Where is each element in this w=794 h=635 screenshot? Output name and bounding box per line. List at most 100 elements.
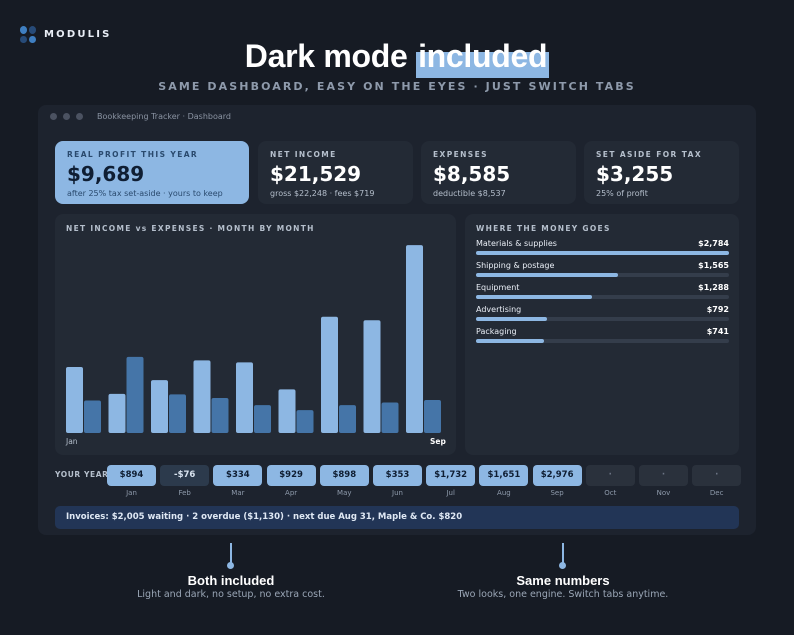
card-expenses[interactable]: EXPENSES $8,585 deductible $8,537	[421, 141, 576, 204]
chart-bar-may-s1[interactable]	[236, 362, 253, 433]
month-pill-aug[interactable]: $1,651	[479, 465, 529, 486]
card-label: REAL PROFIT THIS YEAR	[67, 150, 199, 159]
callout-title: Both included	[187, 573, 275, 588]
chart-bar-feb-s1[interactable]	[108, 393, 126, 433]
headline: Dark mode included	[0, 38, 794, 78]
card-value: $8,585	[433, 162, 511, 186]
window-minimize-dot[interactable]	[63, 112, 70, 120]
chart-bar-mar-s2[interactable]	[169, 394, 186, 433]
chart-bar-jul-s2[interactable]	[339, 405, 356, 433]
chart-bar-aug-s2[interactable]	[381, 402, 399, 433]
month-label: Jul	[446, 489, 455, 497]
month-label: Oct	[604, 489, 617, 497]
month-label: Apr	[285, 489, 298, 497]
window-zoom-dot[interactable]	[76, 112, 83, 120]
callout-connector	[230, 543, 232, 565]
chart-axis-end-label: Sep	[430, 437, 446, 446]
month-label: May	[337, 489, 352, 497]
category-bar-track	[476, 295, 729, 299]
logo-mark-icon	[20, 26, 37, 43]
card-label: EXPENSES	[433, 150, 488, 159]
logo-dot	[20, 35, 27, 43]
month-label: Sep	[550, 489, 564, 497]
chart-bar-aug-s1[interactable]	[363, 320, 381, 433]
chart-bar-sep-s2[interactable]	[424, 399, 441, 433]
callout-dot	[227, 562, 234, 569]
category-value: $1,565	[698, 261, 729, 270]
chart-bar-jul-s1[interactable]	[321, 316, 338, 433]
category-bar-fill	[476, 295, 593, 299]
month-label: Aug	[497, 489, 511, 497]
category-row[interactable]: Packaging $741	[476, 327, 729, 349]
card-sub: gross $22,248 · fees $719	[270, 189, 375, 198]
category-value: $1,288	[698, 283, 729, 292]
category-row[interactable]: Materials & supplies $2,784	[476, 239, 729, 261]
category-value: $2,784	[698, 239, 729, 248]
logo-dot	[29, 35, 36, 43]
card-tax-set-aside[interactable]: SET ASIDE FOR TAX $3,255 25% of profit	[584, 141, 739, 204]
category-row[interactable]: Advertising $792	[476, 305, 729, 327]
callout-title: Same numbers	[516, 573, 610, 588]
card-value: $21,529	[270, 162, 362, 186]
month-pill-sep[interactable]: $2,976	[532, 465, 582, 486]
card-sub: deductible $8,537	[433, 189, 506, 198]
month-label: Jan	[126, 489, 137, 497]
chart-bar-jan-s1[interactable]	[66, 366, 83, 433]
card-label: NET INCOME	[270, 150, 337, 159]
month-pill-mar[interactable]: $334	[213, 465, 263, 486]
month-label: Feb	[178, 489, 191, 497]
category-value: $792	[706, 305, 729, 314]
window-close-dot[interactable]	[50, 112, 57, 120]
callout-text: Two looks, one engine. Switch tabs anyti…	[457, 589, 669, 600]
chart-bar-jun-s1[interactable]	[278, 389, 296, 433]
window-titlebar: Bookkeeping Tracker · Dashboard	[38, 105, 756, 127]
invoice-banner[interactable]: Invoices: $2,005 waiting · 2 overdue ($1…	[55, 506, 739, 529]
month-pill-may[interactable]: $898	[319, 465, 369, 486]
chart-bar-apr-s1[interactable]	[193, 360, 211, 433]
callout-text: Light and dark, no setup, no extra cost.	[137, 589, 325, 600]
month-pill-apr[interactable]: $929	[266, 465, 316, 486]
chart-axis-start-label: Jan	[66, 437, 78, 446]
month-pill-feb[interactable]: -$76	[160, 465, 210, 486]
category-name: Shipping & postage	[476, 261, 555, 270]
logo-dot	[29, 26, 36, 34]
category-name: Packaging	[476, 327, 517, 336]
category-bar-track	[476, 317, 729, 321]
card-net-income[interactable]: NET INCOME $21,529 gross $22,248 · fees …	[258, 141, 413, 204]
headline-text: Dark mode	[244, 38, 417, 74]
category-bar-fill	[476, 317, 547, 321]
callout-connector	[562, 543, 564, 565]
headline-highlight: included	[416, 38, 550, 78]
category-bar-track	[476, 251, 729, 255]
chart-bar-jan-s2[interactable]	[84, 400, 101, 433]
chart-bar-apr-s2[interactable]	[211, 397, 229, 433]
category-bar-fill	[476, 251, 729, 255]
month-pill-jul[interactable]: $1,732	[426, 465, 476, 486]
category-bar-fill	[476, 273, 618, 277]
month-pill-dec[interactable]: ·	[692, 465, 742, 486]
chart-bar-mar-s1[interactable]	[151, 380, 168, 433]
chart-bar-may-s2[interactable]	[254, 405, 271, 433]
category-row[interactable]: Equipment $1,288	[476, 283, 729, 305]
month-pill-jan[interactable]: $894	[107, 465, 156, 486]
chart-bar-feb-s2[interactable]	[126, 356, 144, 433]
category-name: Advertising	[476, 305, 522, 314]
category-row[interactable]: Shipping & postage $1,565	[476, 261, 729, 283]
category-name: Equipment	[476, 283, 520, 292]
money-title: WHERE THE MONEY GOES	[476, 224, 611, 233]
subheadline: SAME DASHBOARD, EASY ON THE EYES · JUST …	[158, 80, 636, 93]
month-pill-nov[interactable]: ·	[639, 465, 688, 486]
month-label: Mar	[231, 489, 245, 497]
logo-dot	[20, 26, 27, 34]
chart-bar-sep-s1[interactable]	[406, 245, 423, 433]
card-label: SET ASIDE FOR TAX	[596, 150, 703, 159]
month-pill-jun[interactable]: $353	[373, 465, 422, 486]
card-real-profit[interactable]: REAL PROFIT THIS YEAR $9,689 after 25% t…	[55, 141, 249, 204]
category-name: Materials & supplies	[476, 239, 557, 248]
month-pill-oct[interactable]: ·	[585, 465, 635, 486]
brand-logo: MODULIS	[20, 26, 112, 43]
chart-title: NET INCOME vs EXPENSES · MONTH BY MONTH	[66, 224, 315, 233]
month-label: Dec	[709, 489, 724, 497]
chart-bar-jun-s2[interactable]	[296, 410, 314, 433]
